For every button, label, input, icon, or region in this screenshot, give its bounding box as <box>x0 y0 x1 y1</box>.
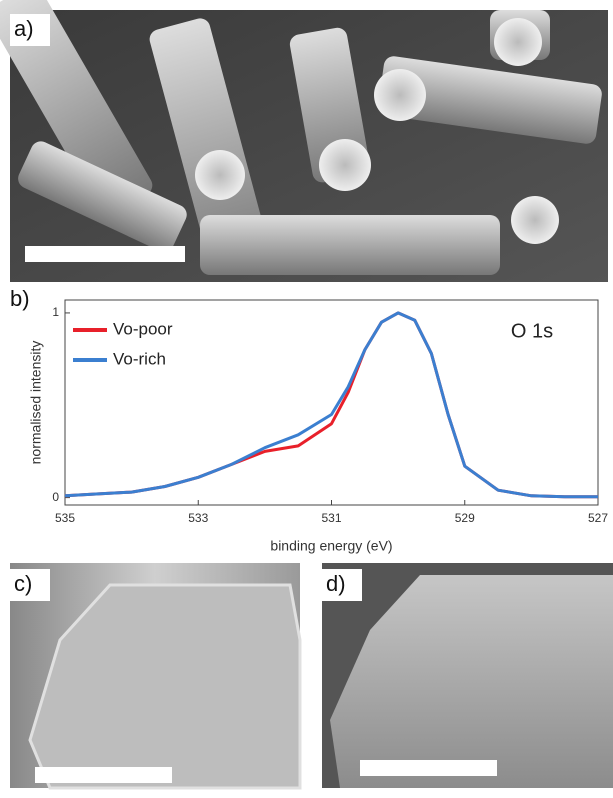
sem-image-a <box>0 0 608 282</box>
y-tick-label: 0 <box>52 490 59 504</box>
x-tick-label: 535 <box>55 511 75 525</box>
x-tick-label: 527 <box>588 511 608 525</box>
legend-label: Vo-rich <box>113 349 166 368</box>
x-tick-label: 533 <box>188 511 208 525</box>
x-axis-label: binding energy (eV) <box>270 538 392 554</box>
panel-label: b) <box>10 286 30 311</box>
annotation: O 1s <box>511 320 553 342</box>
panel-label: c) <box>14 571 32 596</box>
panel-label: a) <box>14 16 34 41</box>
panel-label: d) <box>326 571 346 596</box>
y-axis-label: normalised intensity <box>28 341 44 465</box>
x-tick-label: 531 <box>321 511 341 525</box>
y-tick-label: 1 <box>52 305 59 319</box>
figure: a) b) c) d) 535 533 531 529 527 0 1 binding energy … <box>0 0 613 798</box>
x-tick-label: 529 <box>455 511 475 525</box>
sem-image-c <box>10 563 300 788</box>
legend-label: Vo-poor <box>113 319 173 338</box>
sem-image-d <box>322 563 613 788</box>
